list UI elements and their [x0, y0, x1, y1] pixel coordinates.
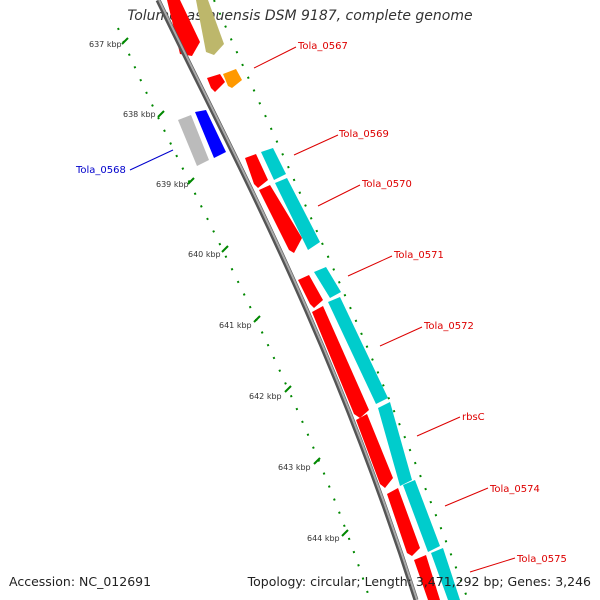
leader-0574 — [444, 487, 489, 507]
gene-label-tola-0575[interactable]: Tola_0575 — [516, 554, 567, 565]
gene-label-tola-0568[interactable]: Tola_0568 — [75, 165, 126, 176]
tick-644 — [341, 529, 349, 537]
feature-cyan-0575[interactable] — [431, 548, 460, 600]
tick-label-640: 640 kbp — [188, 250, 221, 259]
gene-label-tola-0571[interactable]: Tola_0571 — [393, 250, 444, 261]
leader-0567 — [253, 46, 297, 69]
gene-label-tola-0570[interactable]: Tola_0570 — [361, 179, 412, 190]
feature-cyan-0570[interactable] — [275, 178, 320, 250]
leader-rbsc — [416, 416, 461, 437]
accession-text: Accession: NC_012691 — [9, 574, 152, 589]
leader-0575 — [469, 557, 516, 573]
tick-640 — [221, 245, 229, 253]
ruler-dots-inner — [117, 27, 371, 600]
feature-red-0574[interactable] — [387, 488, 420, 556]
feature-cyan-0574[interactable] — [403, 480, 440, 552]
tick-638 — [157, 110, 165, 118]
feature-cyan-0571[interactable] — [314, 267, 341, 298]
feature-olive-top[interactable] — [196, 0, 224, 55]
tick-639 — [187, 177, 195, 185]
feature-red-0571[interactable] — [298, 275, 323, 308]
feature-red-0575[interactable] — [414, 555, 440, 600]
tick-label-638: 638 kbp — [123, 110, 156, 119]
tick-642 — [284, 385, 292, 393]
feature-red-0570[interactable] — [259, 185, 302, 253]
gene-label-tola-0567[interactable]: Tola_0567 — [297, 41, 348, 52]
feature-orange-0567[interactable] — [223, 69, 242, 88]
feature-blue-0568[interactable] — [195, 110, 226, 158]
tick-label-644: 644 kbp — [307, 534, 340, 543]
gene-label-rbsc[interactable]: rbsC — [462, 412, 485, 423]
kbp-ruler — [117, 0, 469, 600]
tick-label-641: 641 kbp — [219, 321, 252, 330]
tick-label-643: 643 kbp — [278, 463, 311, 472]
tick-label-642: 642 kbp — [249, 392, 282, 401]
leader-0570 — [317, 184, 361, 207]
feature-cyan-rbsc[interactable] — [378, 402, 412, 486]
kbp-labels: 637 kbp 638 kbp 639 kbp 640 kbp 641 kbp … — [89, 40, 340, 543]
gene-labels: Tola_0567 Tola_0569 Tola_0570 Tola_0571 … — [75, 41, 567, 565]
genome-stats-text: Topology: circular; Length: 3,471,292 bp… — [247, 574, 591, 589]
leader-0568 — [129, 149, 174, 171]
feature-cyan-0569[interactable] — [261, 148, 286, 180]
tick-643 — [313, 457, 321, 465]
features-layer — [167, 0, 460, 600]
leader-0571 — [347, 255, 393, 277]
leader-0569 — [293, 134, 339, 156]
tick-641 — [253, 315, 261, 323]
gene-label-tola-0572[interactable]: Tola_0572 — [423, 321, 474, 332]
tick-label-639: 639 kbp — [156, 180, 189, 189]
leader-0572 — [379, 326, 423, 347]
feature-red-0567[interactable] — [207, 74, 225, 92]
feature-red-top[interactable] — [167, 0, 200, 56]
gene-label-tola-0569[interactable]: Tola_0569 — [338, 129, 389, 140]
feature-grey-0568[interactable] — [178, 115, 209, 166]
genome-backbone-highlight — [158, 0, 418, 600]
feature-cyan-0572[interactable] — [328, 297, 388, 404]
genome-backbone — [155, 0, 419, 600]
tick-label-637: 637 kbp — [89, 40, 122, 49]
label-leaders — [129, 46, 516, 573]
feature-red-0569[interactable] — [245, 154, 268, 188]
gene-label-tola-0574[interactable]: Tola_0574 — [489, 484, 540, 495]
tick-637 — [121, 37, 129, 45]
feature-red-0572[interactable] — [312, 306, 369, 418]
feature-red-rbsc[interactable] — [356, 414, 393, 488]
